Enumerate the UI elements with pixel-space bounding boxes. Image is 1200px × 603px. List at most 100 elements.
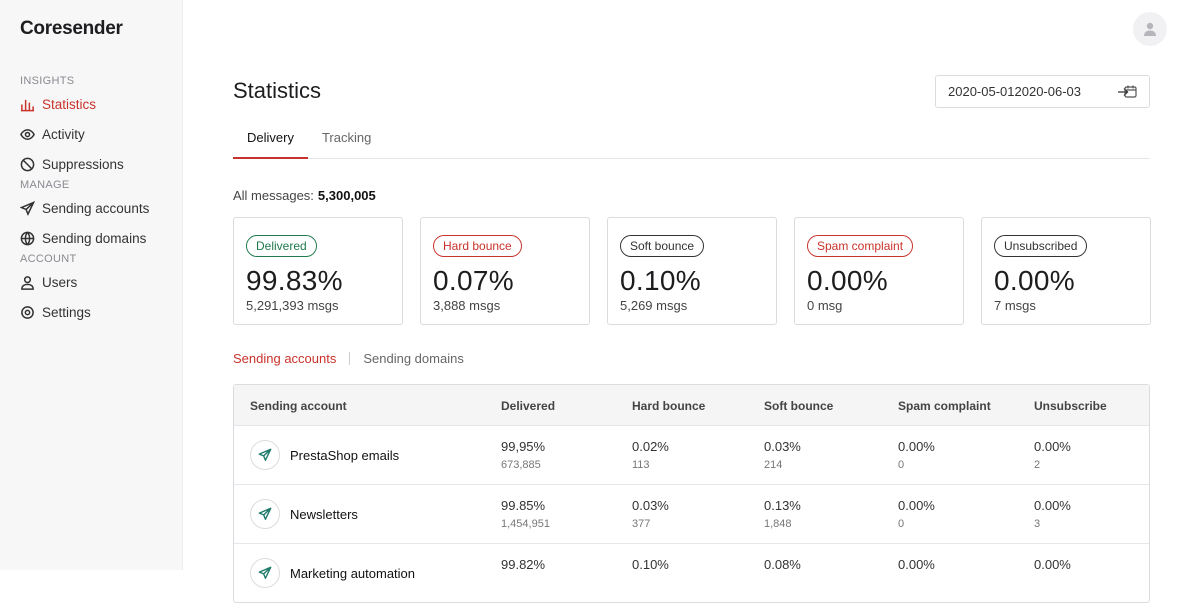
table-row[interactable]: Newsletters 99.85% 1,454,951 0.03% 377 0.13% 1…	[234, 484, 1149, 543]
nav-icon	[21, 305, 34, 319]
cell: 99.85% 1,454,951	[501, 498, 550, 530]
column-header: Soft bounce	[764, 399, 834, 413]
cell-rate: 0.03%	[632, 498, 669, 513]
avatar[interactable]	[1133, 12, 1167, 46]
nav-item[interactable]: Sending domains	[20, 223, 170, 253]
nav-item[interactable]: Activity	[20, 119, 170, 149]
cell: 0.03% 377	[632, 498, 669, 530]
nav-item[interactable]: Users	[20, 267, 170, 297]
cell-rate: 0.03%	[764, 439, 801, 454]
subtabs: Sending accounts Sending domains	[233, 351, 464, 366]
nav-label: Users	[42, 274, 78, 290]
tab[interactable]: Tracking	[321, 130, 372, 145]
nav-section: MANAGE Sending accounts Sending domains	[20, 179, 170, 253]
stat-value: 0.00%	[807, 265, 888, 296]
cell-count: 0	[898, 518, 905, 530]
nav-item[interactable]: Suppressions	[20, 149, 170, 179]
account-icon	[250, 440, 280, 470]
cell: 0.00%	[1034, 557, 1071, 572]
table: Sending account Delivered Hard bounce Soft …	[233, 384, 1150, 603]
table-row[interactable]: Marketing automation 99.82% 0.10% 0.08% 0.00…	[234, 543, 1149, 602]
cell-count: 2	[1034, 459, 1041, 471]
cell-rate: 0.13%	[764, 498, 801, 513]
page-title: Statistics	[233, 78, 322, 103]
nav-icon	[21, 275, 34, 290]
date-range[interactable]: 2020-05-01 2020-06-03	[935, 75, 1150, 108]
cell-count: 214	[764, 459, 783, 471]
cell: 99.82%	[501, 557, 545, 572]
separator	[349, 352, 351, 365]
cell-rate: 99.85%	[501, 498, 546, 513]
summary: All messages: 5,300,005	[233, 188, 376, 203]
section-title: MANAGE	[20, 179, 70, 191]
nav-label: Settings	[42, 304, 91, 320]
cell-rate: 0.00%	[898, 439, 935, 454]
section-title: ACCOUNT	[20, 253, 77, 265]
nav-section: ACCOUNT Users Settings	[20, 253, 170, 327]
nav-icon	[20, 200, 35, 216]
stat-card: Soft bounce 0.10% 5,269 msgs	[607, 217, 777, 325]
cell: 99,95% 673,885	[501, 439, 545, 471]
cell: 0.00% 2	[1034, 439, 1071, 471]
avatar-icon	[1144, 22, 1156, 36]
nav: INSIGHTS Statistics Activity Suppressions MA…	[20, 75, 170, 327]
table-row[interactable]: PrestaShop emails 99,95% 673,885 0.02% 113 0.…	[234, 425, 1149, 484]
cell-rate: 0.00%	[1034, 439, 1071, 454]
cell-count: 1,454,951	[501, 518, 550, 530]
cell-rate: 99.82%	[501, 557, 546, 572]
stat-value: 0.00%	[994, 265, 1075, 296]
account-icon	[250, 499, 280, 529]
cell-count: 3	[1034, 518, 1041, 530]
sidebar: Coresender INSIGHTS Statistics Activity Sup…	[0, 0, 183, 570]
nav-section: INSIGHTS Statistics Activity Suppressions	[20, 75, 170, 179]
stat-count: 7 msgs	[994, 298, 1036, 313]
cell: 0.00% 0	[898, 498, 935, 530]
stat-card: Spam complaint 0.00% 0 msg	[794, 217, 964, 325]
summary-value: 5,300,005	[317, 188, 376, 203]
nav-label: Suppressions	[42, 156, 124, 172]
nav-item[interactable]: Statistics	[20, 89, 170, 119]
stat-card: Delivered 99.83% 5,291,393 msgs	[233, 217, 403, 325]
cell: 0.03% 214	[764, 439, 801, 471]
subtab[interactable]: Sending domains	[363, 351, 464, 366]
cell: 0.00% 0	[898, 439, 935, 471]
cell-count: 673,885	[501, 459, 541, 471]
stat-card: Unsubscribed 0.00% 7 msgs	[981, 217, 1151, 325]
cell-rate: 0.00%	[898, 498, 935, 513]
calendar-icon	[1124, 85, 1137, 98]
account-name: Newsletters	[290, 507, 358, 522]
nav-label: Sending domains	[42, 230, 147, 246]
account-name: Marketing automation	[290, 566, 416, 581]
badge: Unsubscribed	[994, 235, 1088, 257]
send-icon	[258, 448, 272, 461]
badge: Hard bounce	[433, 235, 522, 257]
cell: 0.02% 113	[632, 439, 669, 471]
tab[interactable]: Delivery	[233, 118, 308, 159]
column-header: Spam complaint	[898, 399, 991, 413]
cell: 0.10%	[632, 557, 669, 572]
cell-rate: 99,95%	[501, 439, 546, 454]
send-icon	[258, 507, 272, 520]
account-name: PrestaShop emails	[290, 448, 400, 463]
column-header: Hard bounce	[632, 399, 706, 413]
badge: Spam complaint	[807, 235, 914, 257]
nav-icon	[20, 128, 35, 140]
nav-item[interactable]: Sending accounts	[20, 193, 170, 223]
cell-rate: 0.00%	[898, 557, 935, 572]
cell: 0.00%	[898, 557, 935, 572]
nav-item[interactable]: Settings	[20, 297, 170, 327]
send-icon	[258, 566, 272, 579]
section-title: INSIGHTS	[20, 75, 75, 87]
cell-rate: 0.02%	[632, 439, 669, 454]
nav-label: Statistics	[42, 96, 97, 112]
subtab[interactable]: Sending accounts	[233, 351, 337, 366]
badge: Delivered	[246, 235, 317, 257]
stat-card: Hard bounce 0.07% 3,888 msgs	[420, 217, 590, 325]
stat-count: 5,269 msgs	[620, 298, 688, 313]
cell-count: 1,848	[764, 518, 792, 530]
stat-count: 5,291,393 msgs	[246, 298, 339, 313]
cell-count: 113	[632, 459, 650, 471]
cell-count: 0	[898, 459, 905, 471]
page: { "sidebar": { "brand": "Coresender", "s…	[0, 0, 1167, 603]
brand: Coresender	[20, 18, 123, 39]
